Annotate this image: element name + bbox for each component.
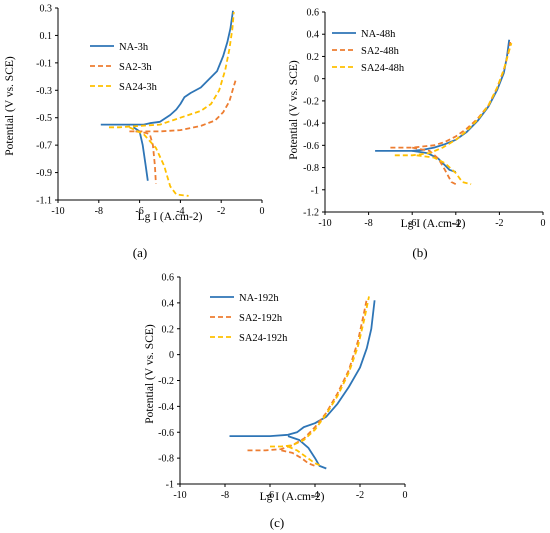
panel-b-label: (b) [412,245,427,260]
panel-c-series [229,296,376,470]
y-tick-label: -0.4 [158,402,174,413]
series-line [287,445,323,467]
series-line [132,126,149,181]
series-line [129,80,237,133]
legend-label: SA2-192h [239,313,283,324]
x-tick-label: -8 [364,218,372,229]
series-line [412,146,459,187]
y-tick-label: 0.4 [162,298,175,309]
y-tick-label: -0.4 [303,119,319,130]
y-tick-label: 0.4 [307,30,320,41]
panel-a-legend: NA-3h SA2-3h SA24-3h [90,42,158,93]
panel-b-y-ticks: 0.6 0.4 0.2 0 -0.2 -0.4 -0.6 -0.8 -1 -1.2 [303,8,325,219]
y-tick-label: -1.2 [303,208,319,219]
x-tick-label: -4 [311,490,319,501]
y-tick-label: -0.7 [36,141,52,152]
y-tick-label: -0.1 [36,58,52,69]
series-line [390,41,512,149]
x-tick-label: -6 [408,218,416,229]
y-tick-label: -1 [166,480,174,491]
y-tick-label: 0.2 [162,324,175,335]
legend-label: NA-3h [119,42,149,53]
panel-c-label: (c) [270,515,284,530]
panel-b-xlabel: Lg I (A.cm-2) [401,218,466,230]
y-tick-label: -0.2 [303,96,319,107]
x-tick-label: -10 [318,218,331,229]
y-tick-label: 0.6 [162,273,175,284]
panel-a-label: (a) [133,245,147,260]
x-tick-label: -6 [266,490,274,501]
series-line [416,154,472,186]
panel-a-xlabel: Lg I (A.cm-2) [138,211,203,223]
series-line [287,435,327,470]
x-tick-label: 0 [403,490,408,501]
panel-b-legend: NA-48h SA2-48h SA24-48h [332,29,405,74]
legend-label: NA-48h [361,29,396,40]
x-tick-label: 0 [260,206,265,217]
y-tick-label: -0.5 [36,113,52,124]
y-tick-label: 0.1 [40,31,53,42]
y-tick-label: -0.8 [158,454,174,465]
y-tick-label: -0.9 [36,168,52,179]
x-tick-label: -10 [173,490,186,501]
series-line [135,130,157,184]
legend-label: NA-192h [239,293,279,304]
x-tick-label: -8 [221,490,229,501]
legend-label: SA24-192h [239,333,288,344]
y-tick-label: -0.6 [158,428,174,439]
panel-a-ylabel: Potential (V vs. SCE) [4,56,16,156]
series-line [100,10,234,126]
y-tick-label: -0.8 [303,163,319,174]
y-tick-label: 0 [314,74,319,85]
x-tick-label: -8 [95,206,103,217]
panel-c-xlabel: Lg I (A.cm-2) [260,491,325,503]
x-tick-label: -2 [356,490,364,501]
x-tick-label: -2 [217,206,225,217]
y-tick-label: -0.6 [303,141,319,152]
series-line [394,42,513,157]
y-tick-label: -1.1 [36,196,52,207]
x-tick-label: -6 [135,206,143,217]
series-line [247,298,368,452]
x-tick-label: -4 [452,218,460,229]
panel-a-y-ticks: 0.3 0.1 -0.1 -0.3 -0.5 -0.7 -0.9 -1.1 [36,4,58,207]
series-line [281,449,316,467]
y-tick-label: 0.3 [40,4,53,15]
y-tick-label: -1 [311,185,319,196]
panel-c: 0.6 0.4 0.2 0 -0.2 -0.4 -0.6 -0.8 -1 -10 -8 -6 -4 -2… [144,273,408,531]
panel-b: 0.6 0.4 0.2 0 -0.2 -0.4 -0.6 -0.8 -1 -1.2 -10 -8 -6… [288,8,546,261]
series-line [270,296,370,448]
x-tick-label: -2 [495,218,503,229]
legend-label: SA2-48h [361,46,400,57]
panel-c-y-ticks: 0.6 0.4 0.2 0 -0.2 -0.4 -0.6 -0.8 -1 [158,273,180,491]
panel-b-series [375,39,513,187]
y-tick-label: -0.2 [158,376,174,387]
panel-a-series [100,10,237,197]
panel-a: 0.3 0.1 -0.1 -0.3 -0.5 -0.7 -0.9 -1.1 -10 -8 -6 -4… [4,4,265,261]
legend-label: SA24-48h [361,63,405,74]
panel-b-ylabel: Potential (V vs. SCE) [288,60,300,160]
panel-c-legend: NA-192h SA2-192h SA24-192h [210,293,288,344]
series-line [109,12,235,129]
x-tick-label: -10 [51,206,64,217]
y-tick-label: 0.2 [307,52,320,63]
panel-c-ylabel: Potential (V vs. SCE) [144,324,156,424]
x-tick-label: 0 [541,218,546,229]
y-tick-label: 0 [169,350,174,361]
y-tick-label: -0.3 [36,86,52,97]
y-tick-label: 0.6 [307,8,320,19]
x-tick-label: -4 [176,206,184,217]
legend-label: SA2-3h [119,62,152,73]
legend-label: SA24-3h [119,82,158,93]
